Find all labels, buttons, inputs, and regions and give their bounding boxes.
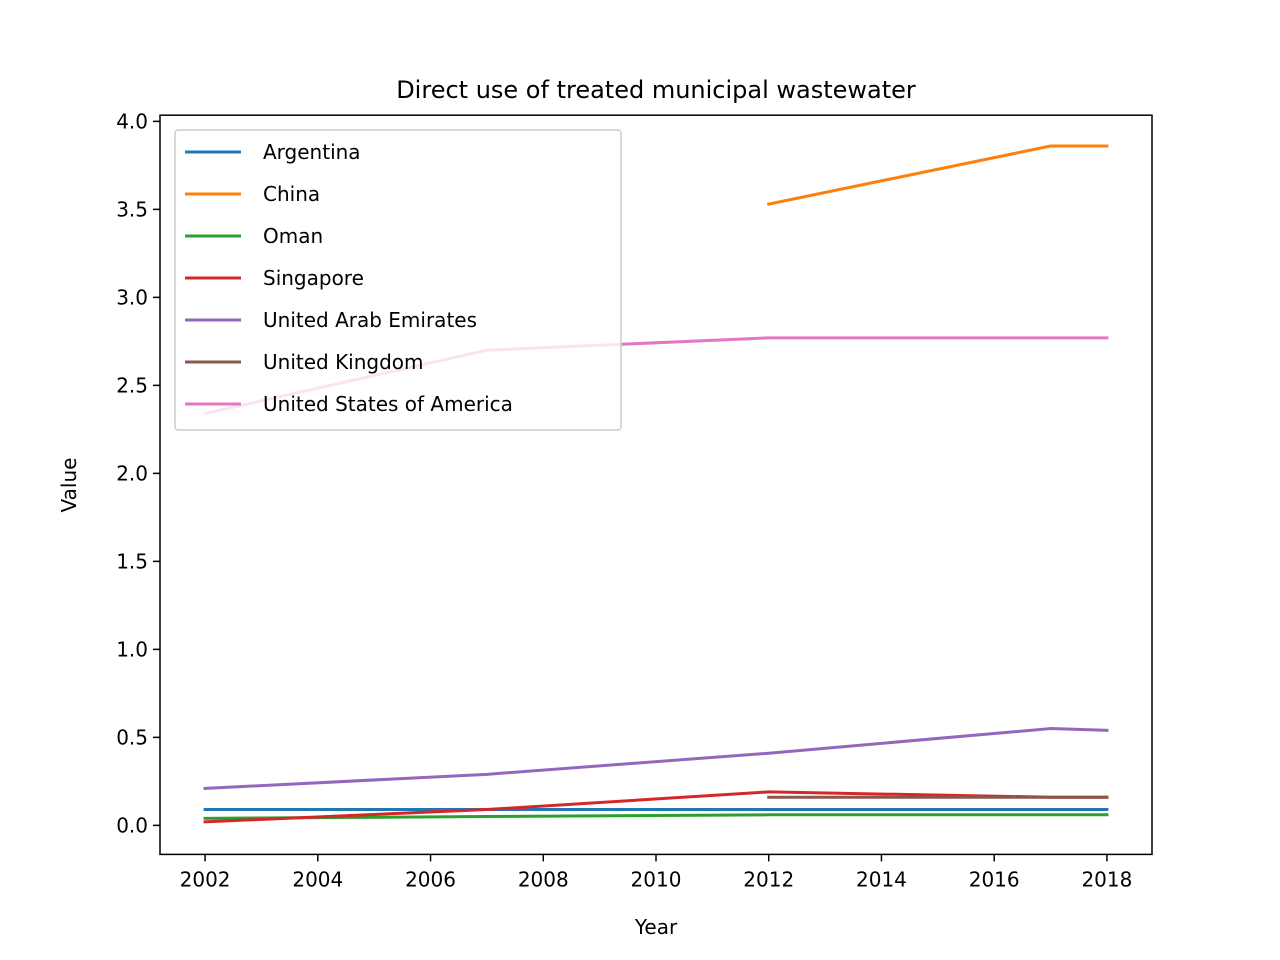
legend: Argentina China Oman Singapore United Arab E… — [174, 129, 622, 431]
legend-label: United Arab Emirates — [263, 308, 477, 332]
y-tick-label: 4.0 — [116, 109, 148, 133]
legend-label: Argentina — [263, 140, 361, 164]
x-axis: 2002 2004 2006 2008 2010 2012 2014 2016 2018 — [180, 854, 1132, 891]
legend-label: United States of America — [263, 392, 513, 416]
y-tick-label: 2.5 — [116, 373, 148, 397]
y-tick-label: 1.0 — [116, 637, 148, 661]
legend-item: United States of America — [185, 392, 513, 416]
legend-frame — [174, 129, 622, 431]
legend-item: China — [185, 182, 320, 206]
legend-item: United Arab Emirates — [185, 308, 477, 332]
chart-title: Direct use of treated municipal wastewat… — [396, 76, 916, 104]
x-tick-label: 2004 — [292, 867, 343, 891]
x-tick-label: 2002 — [180, 867, 231, 891]
y-tick-label: 2.0 — [116, 461, 148, 485]
legend-label: Singapore — [263, 266, 364, 290]
y-tick-label: 3.0 — [116, 285, 148, 309]
x-tick-label: 2008 — [518, 867, 569, 891]
legend-label: Oman — [263, 224, 323, 248]
x-tick-label: 2016 — [969, 867, 1020, 891]
legend-label: China — [263, 182, 320, 206]
series-line-united-arab-emirates — [203, 727, 1109, 790]
y-tick-label: 3.5 — [116, 197, 148, 221]
series-line-oman — [203, 813, 1109, 820]
y-tick-label: 0.0 — [116, 813, 148, 837]
x-tick-label: 2006 — [405, 867, 456, 891]
x-axis-label: Year — [634, 915, 678, 939]
legend-item: United Kingdom — [185, 350, 424, 374]
series-line-china — [766, 144, 1109, 206]
y-tick-label: 1.5 — [116, 549, 148, 573]
legend-item: Argentina — [185, 140, 361, 164]
x-tick-label: 2012 — [743, 867, 794, 891]
legend-label: United Kingdom — [263, 350, 424, 374]
legend-item: Singapore — [185, 266, 364, 290]
y-tick-label: 0.5 — [116, 725, 148, 749]
x-tick-label: 2018 — [1081, 867, 1132, 891]
x-tick-label: 2010 — [631, 867, 682, 891]
legend-item: Oman — [185, 224, 323, 248]
y-axis: 0.0 0.5 1.0 1.5 2.0 2.5 3.0 3.5 4.0 — [116, 109, 160, 837]
y-axis-label: Value — [57, 458, 81, 513]
x-tick-label: 2014 — [856, 867, 907, 891]
